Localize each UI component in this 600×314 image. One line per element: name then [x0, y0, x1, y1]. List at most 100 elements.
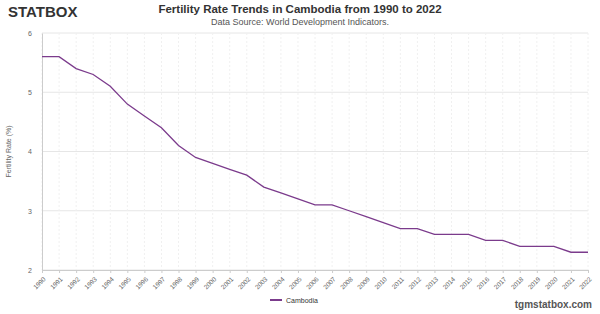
x-tick: 2003 [253, 270, 268, 291]
x-tick: 2016 [475, 270, 490, 291]
x-tick-mark [588, 270, 589, 273]
x-tick: 2014 [441, 270, 456, 291]
grid-line-y [42, 92, 588, 93]
x-tick: 2005 [288, 270, 303, 291]
logo: STATBOX [8, 3, 77, 20]
grid-line-x [349, 33, 350, 270]
x-tick-label: 2005 [288, 275, 303, 290]
x-tick-mark [366, 270, 367, 273]
grid-line-x [315, 33, 316, 270]
legend-swatch [270, 299, 282, 301]
x-tick: 2000 [202, 270, 217, 291]
grid-line-x [161, 33, 162, 270]
x-tick-mark [230, 270, 231, 273]
x-tick: 1993 [83, 270, 98, 291]
x-tick: 1997 [151, 270, 166, 291]
x-tick-mark [42, 270, 43, 273]
x-tick-mark [161, 270, 162, 273]
grid-line-y [42, 151, 588, 152]
x-tick-mark [349, 270, 350, 273]
x-tick-mark [264, 270, 265, 273]
x-tick: 2013 [424, 270, 439, 291]
x-tick-label: 2021 [561, 275, 576, 290]
grid-line-x [297, 33, 298, 270]
chart-container: STATBOX Fertility Rate Trends in Cambodia… [0, 0, 600, 314]
grid [42, 33, 588, 270]
grid-line-x [93, 33, 94, 270]
x-tick: 2008 [339, 270, 354, 291]
x-tick-label: 2006 [305, 275, 320, 290]
y-tick: 6 [28, 30, 42, 37]
x-tick-mark [469, 270, 470, 273]
x-tick: 2002 [236, 270, 251, 291]
grid-line-x [400, 33, 401, 270]
grid-line-x [42, 33, 43, 270]
x-tick-label: 2009 [356, 275, 371, 290]
x-tick-label: 1998 [168, 275, 183, 290]
x-tick-mark [520, 270, 521, 273]
x-tick-label: 1999 [185, 275, 200, 290]
x-tick-mark [93, 270, 94, 273]
x-tick: 2007 [322, 270, 337, 291]
footer: tgmstatbox.com [515, 299, 592, 310]
x-tick: 2017 [492, 270, 507, 291]
x-tick-label: 2018 [509, 275, 524, 290]
grid-line-x [144, 33, 145, 270]
x-tick-label: 2014 [441, 275, 456, 290]
x-tick-mark [537, 270, 538, 273]
subtitle: Data Source: World Development Indicator… [211, 17, 389, 27]
x-tick-mark [434, 270, 435, 273]
x-tick-mark [59, 270, 60, 273]
x-tick-mark [196, 270, 197, 273]
x-tick-mark [400, 270, 401, 273]
x-tick-mark [127, 270, 128, 273]
x-tick-label: 2020 [544, 275, 559, 290]
y-tick: 5 [28, 89, 42, 96]
x-tick: 1995 [117, 270, 132, 291]
x-tick-mark [76, 270, 77, 273]
x-tick-label: 2011 [390, 275, 405, 290]
grid-line-x [519, 33, 520, 270]
x-tick-label: 2013 [424, 275, 439, 290]
series-line [42, 57, 588, 253]
x-tick: 1996 [134, 270, 149, 291]
x-tick-label: 2003 [253, 275, 268, 290]
x-tick: 1998 [168, 270, 183, 291]
x-tick-mark [315, 270, 316, 273]
x-tick: 1992 [66, 270, 81, 291]
x-tick-label: 2002 [236, 275, 251, 290]
title: Fertility Rate Trends in Cambodia from 1… [158, 3, 441, 15]
y-tick: 4 [28, 148, 42, 155]
grid-line-x [553, 33, 554, 270]
y-tick-label: 3 [28, 207, 32, 214]
x-tick-label: 1993 [83, 275, 98, 290]
x-tick-label: 2007 [322, 275, 337, 290]
x-tick: 2010 [373, 270, 388, 291]
grid-line-x [263, 33, 264, 270]
x-tick-mark [247, 270, 248, 273]
x-tick-label: 2010 [373, 275, 388, 290]
x-tick-label: 1994 [100, 275, 115, 290]
x-tick: 2001 [219, 270, 234, 291]
x-tick-label: 2022 [578, 275, 593, 290]
grid-line-x [588, 33, 589, 270]
y-axis-title: Fertility Rate (%) [5, 125, 13, 177]
grid-line-x [383, 33, 384, 270]
x-tick: 1999 [185, 270, 200, 291]
grid-line-x [536, 33, 537, 270]
x-tick-mark [110, 270, 111, 273]
y-tick: 3 [28, 207, 42, 214]
x-tick-mark [571, 270, 572, 273]
x-tick-mark [298, 270, 299, 273]
x-tick-label: 2017 [492, 275, 507, 290]
x-tick-label: 1995 [117, 275, 132, 290]
x-tick-label: 2004 [271, 275, 286, 290]
x-tick-label: 2000 [202, 275, 217, 290]
x-tick: 1990 [32, 270, 47, 291]
x-tick-label: 1992 [66, 275, 81, 290]
grid-line-x [502, 33, 503, 270]
x-tick-label: 1990 [32, 275, 47, 290]
legend: Cambodia [270, 297, 318, 304]
x-tick-mark [486, 270, 487, 273]
x-tick-mark [417, 270, 418, 273]
